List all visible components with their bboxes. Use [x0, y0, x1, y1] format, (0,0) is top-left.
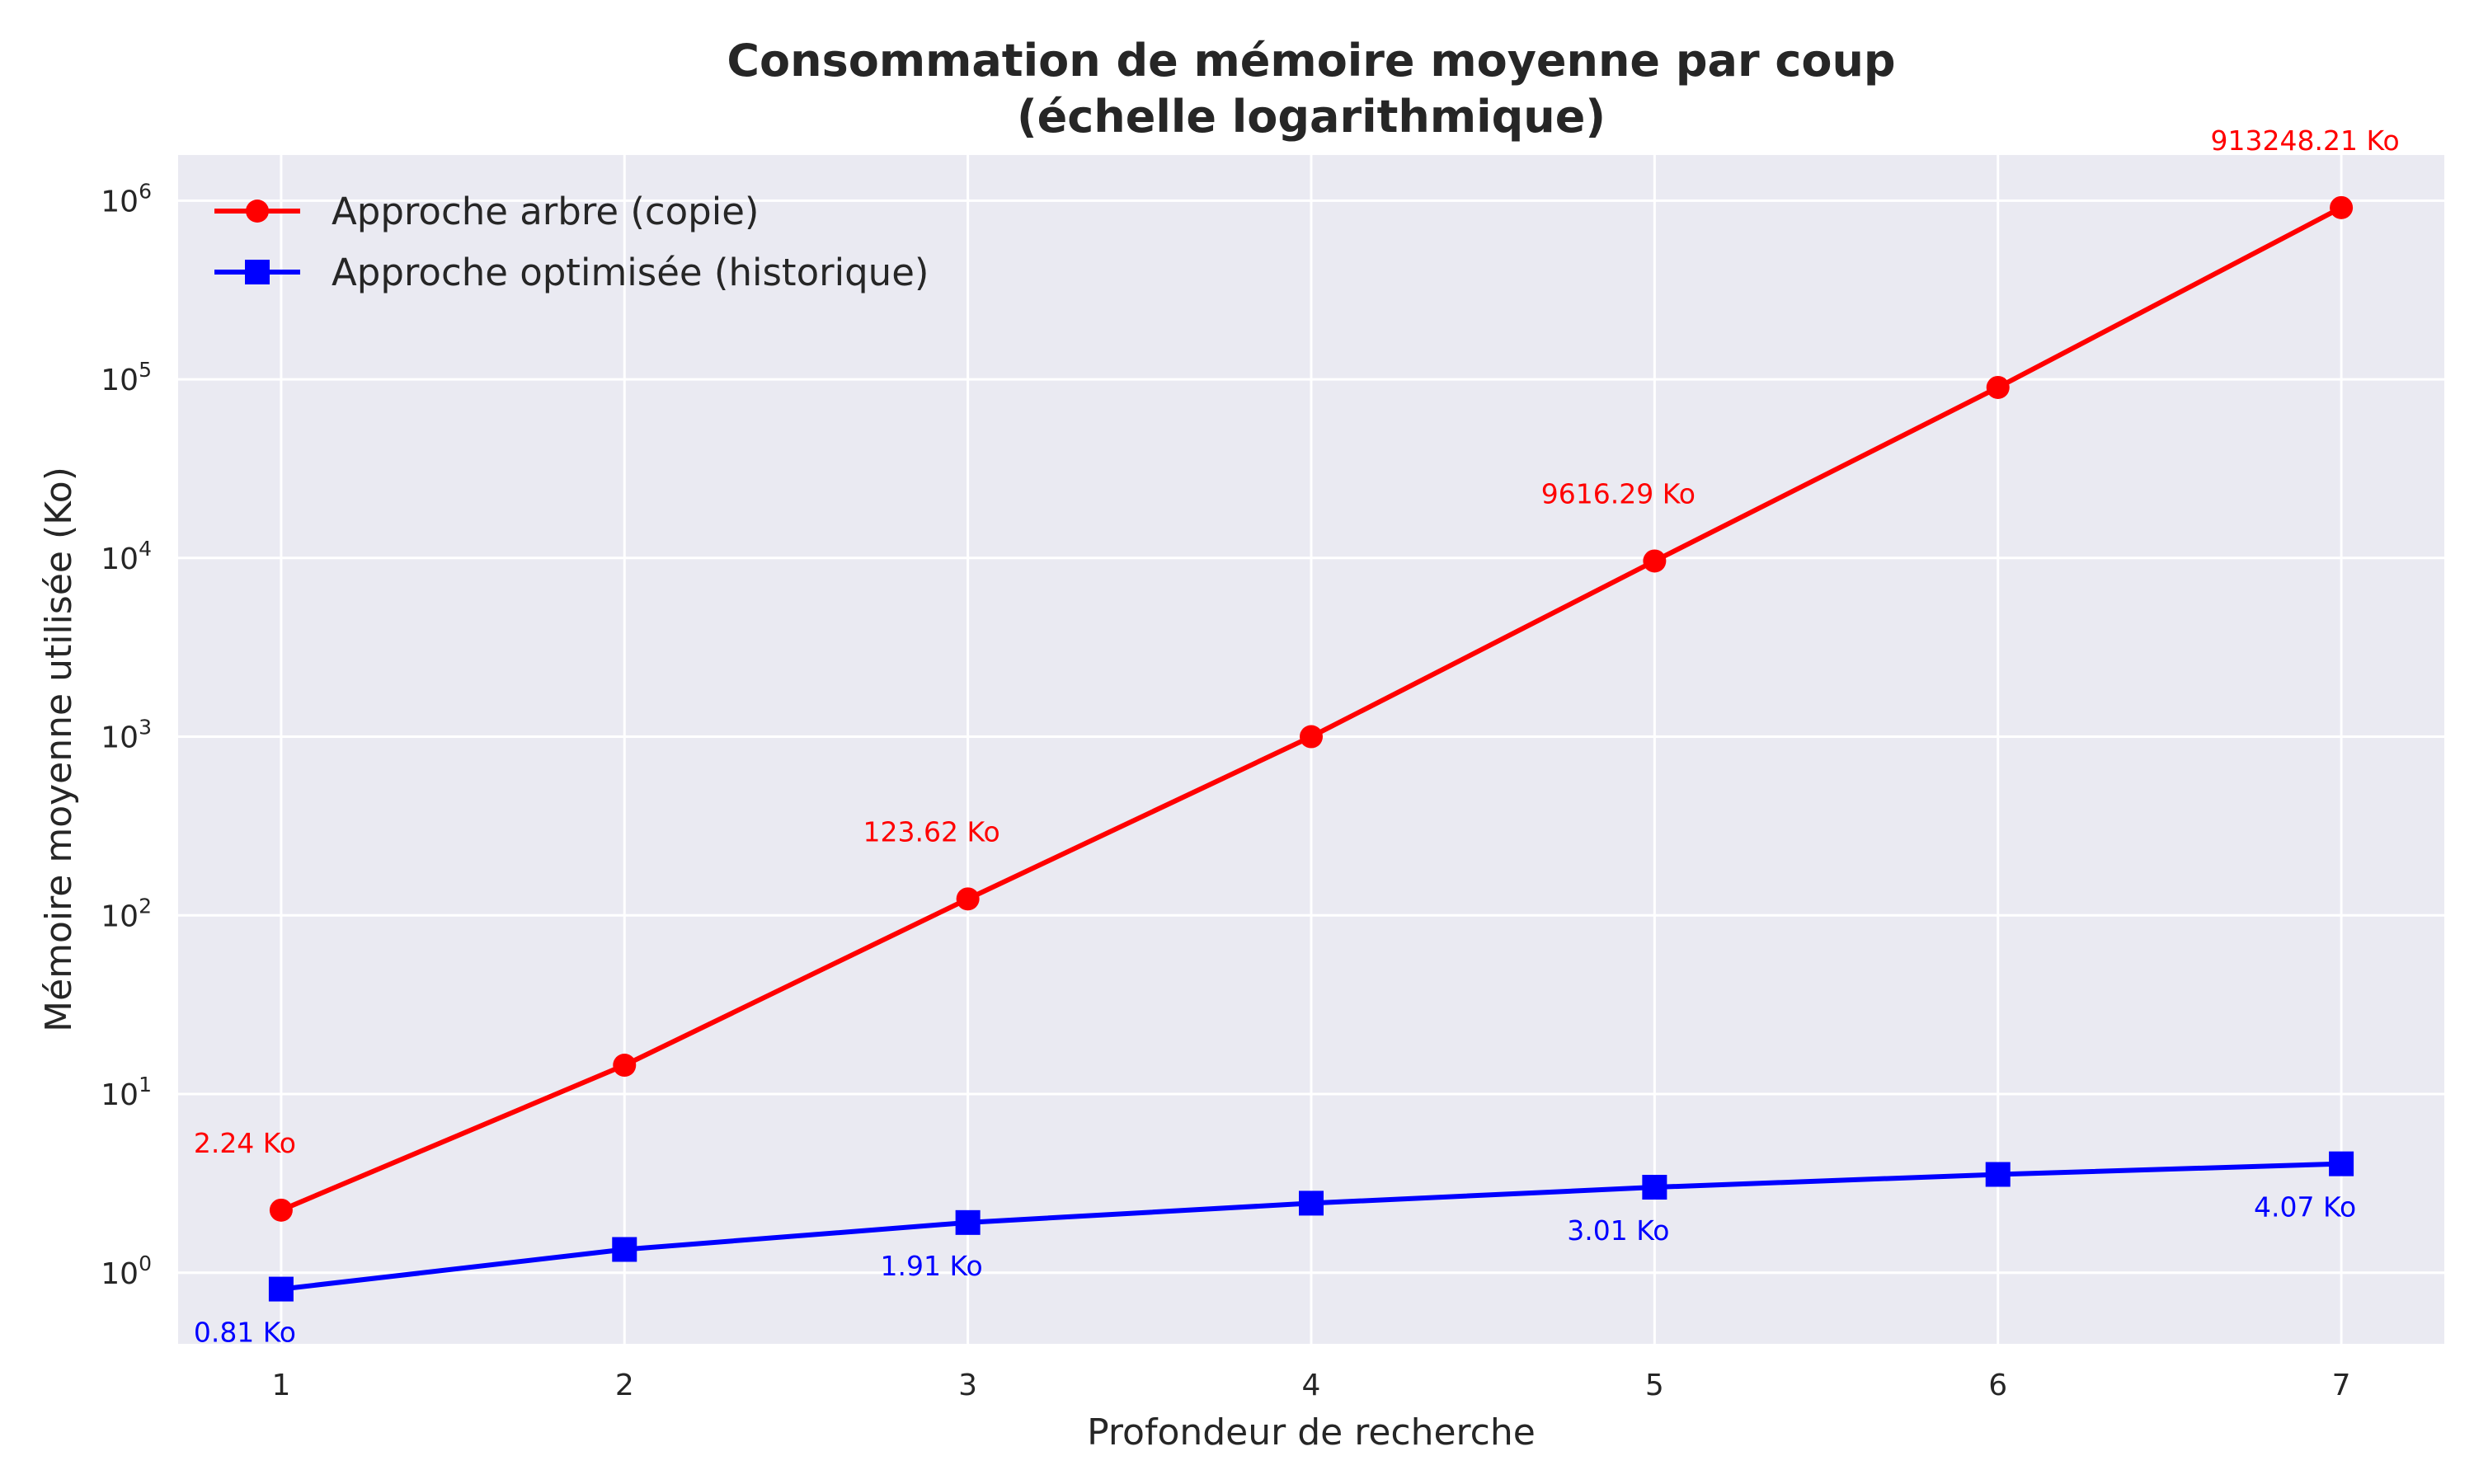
y-tick-label: 106: [101, 179, 152, 218]
data-point-marker: [1642, 1175, 1667, 1200]
data-point-marker: [269, 1198, 293, 1222]
data-point-marker: [955, 1209, 981, 1235]
legend-marker: [246, 200, 269, 223]
x-tick-label: 2: [615, 1369, 634, 1402]
data-point-marker: [2329, 1151, 2354, 1176]
x-tick-label: 7: [2332, 1369, 2351, 1402]
series-layer: [268, 195, 2354, 1302]
y-tick-label: 105: [101, 358, 152, 397]
data-label: 913248.21 Ko: [2211, 124, 2400, 157]
x-tick-label: 5: [1645, 1369, 1664, 1402]
data-label: 0.81 Ko: [194, 1317, 296, 1349]
data-point-marker: [1985, 1162, 2011, 1187]
data-point-marker: [1643, 549, 1667, 573]
y-tick-label: 103: [101, 716, 152, 755]
chart-title-line1: Consommation de mémoire moyenne par coup: [727, 35, 1895, 87]
data-label: 9616.29 Ko: [1541, 477, 1696, 510]
data-label: 123.62 Ko: [863, 815, 1000, 848]
x-tick-label: 6: [1988, 1369, 2007, 1402]
chart-title-line2: (échelle logarithmique): [1017, 91, 1606, 143]
x-tick-label: 3: [958, 1369, 977, 1402]
legend-label: Approche arbre (copie): [332, 190, 760, 233]
data-label: 2.24 Ko: [194, 1127, 296, 1159]
data-point-marker: [2330, 195, 2354, 219]
legend-label: Approche optimisée (historique): [332, 251, 929, 294]
y-tick-label: 102: [101, 894, 152, 933]
data-point-marker: [612, 1237, 637, 1262]
annotation-layer: 2.24 Ko 123.62 Ko 9616.29 Ko 913248.21 Ko 0.…: [194, 124, 2400, 1349]
data-point-marker: [1299, 1190, 1324, 1216]
data-label: 4.07 Ko: [2254, 1191, 2356, 1223]
data-point-marker: [1986, 375, 2010, 399]
x-tick-label: 4: [1302, 1369, 1321, 1402]
legend: Approche arbre (copie) Approche optimisée…: [214, 190, 929, 294]
data-label: 1.91 Ko: [881, 1250, 983, 1282]
y-axis-label: Mémoire moyenne utilisée (Ko): [38, 467, 80, 1032]
tick-layer: 1 2 3 4 5 6 7 100 101 102 103 104 105 106: [101, 179, 2350, 1402]
y-tick-label: 104: [101, 537, 152, 576]
data-point-marker: [956, 887, 980, 911]
data-point-marker: [268, 1276, 294, 1302]
x-axis-label: Profondeur de recherche: [1087, 1411, 1536, 1453]
x-tick-label: 1: [271, 1369, 290, 1402]
legend-marker: [245, 260, 270, 284]
data-point-marker: [613, 1054, 637, 1078]
y-tick-label: 101: [101, 1073, 152, 1112]
y-tick-label: 100: [101, 1252, 152, 1291]
data-label: 3.01 Ko: [1567, 1214, 1669, 1247]
data-point-marker: [1300, 725, 1323, 749]
